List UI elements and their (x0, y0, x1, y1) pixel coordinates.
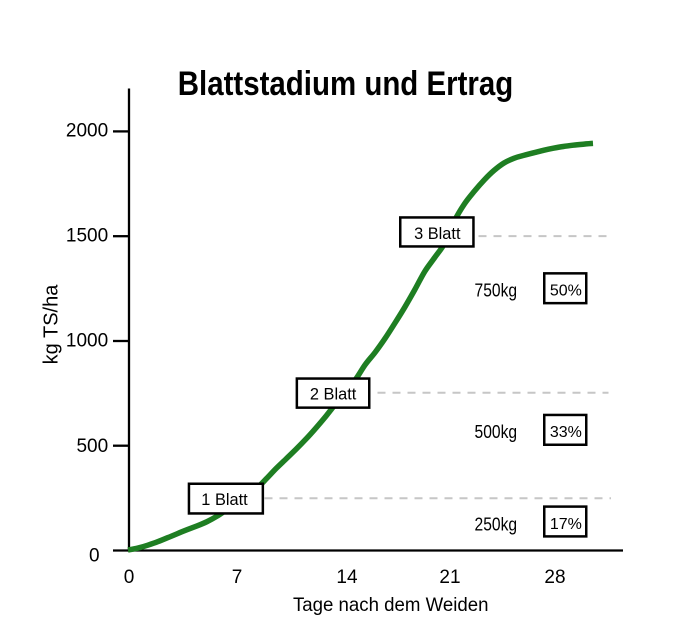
svg-text:750kg: 750kg (475, 280, 518, 300)
svg-text:17%: 17% (550, 516, 582, 533)
svg-text:250kg: 250kg (475, 514, 518, 534)
svg-text:500kg: 500kg (475, 422, 518, 442)
svg-text:0: 0 (124, 567, 135, 588)
svg-text:50%: 50% (550, 283, 582, 300)
svg-text:3 Blatt: 3 Blatt (414, 224, 461, 243)
svg-text:1500: 1500 (66, 226, 108, 247)
svg-text:1 Blatt: 1 Blatt (201, 490, 248, 509)
svg-text:28: 28 (544, 567, 565, 588)
svg-text:500: 500 (76, 436, 108, 457)
svg-text:21: 21 (439, 567, 460, 588)
svg-text:1000: 1000 (66, 331, 108, 352)
svg-text:2000: 2000 (66, 121, 108, 142)
svg-text:Blattstadium und Ertrag: Blattstadium und Ertrag (178, 65, 514, 103)
svg-text:7: 7 (232, 567, 243, 588)
svg-text:0: 0 (89, 546, 100, 567)
svg-text:33%: 33% (550, 424, 582, 441)
svg-text:2 Blatt: 2 Blatt (310, 384, 357, 403)
svg-text:kg TS/ha: kg TS/ha (41, 284, 63, 365)
svg-text:14: 14 (336, 567, 358, 588)
svg-text:Tage nach dem Weiden: Tage nach dem Weiden (293, 594, 489, 616)
